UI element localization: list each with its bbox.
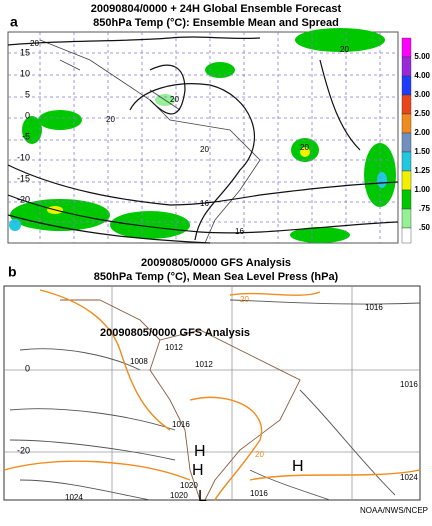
contour-label: 20 [340,45,349,54]
map-grid [8,32,398,243]
lat-label: -10 [17,152,30,162]
pressure-label: 1016 [400,380,418,389]
pressure-label: 1016 [172,420,190,429]
pressure-label: 1008 [130,357,148,366]
colorbar-swatch-empty [401,227,412,244]
colorbar-swatch [401,189,412,210]
colorbar-label: 4.00 [414,71,430,80]
pressure-contours [9,299,421,501]
contour-label: 16 [200,199,209,208]
title-line: 20090805/0000 GFS Analysis [141,257,291,269]
contour-label: 20 [106,115,115,124]
temperature-contours [3,289,421,501]
pressure-label: 1024 [65,493,83,502]
contour-label: 16 [235,227,244,236]
pressure-center: H [194,443,206,460]
contours [7,36,399,244]
colorbar-label: .50 [419,223,431,232]
colorbar-label: 3.00 [414,90,430,99]
contour-label: 20 [170,95,179,104]
lat-label: 0 [25,110,30,120]
colorbar-swatch [401,56,412,77]
colorbar-swatch [401,151,412,172]
lat-label: 10 [20,68,30,78]
colorbar-label: .75 [419,204,431,213]
pressure-label: 1020 [170,491,188,500]
credit: NOAA/NWS/NCEP [360,506,428,515]
pressure-labels: 1016 1012 1012 1008 1016 1016 1020 1020 … [65,303,418,502]
contour-label: 20 [300,143,309,152]
colorbar-label: 2.00 [414,128,430,137]
colorbar-label: 1.25 [414,166,430,175]
pressure-label: 1016 [365,303,383,312]
panel-label: b [8,264,17,280]
pressure-label: 1024 [400,473,418,482]
pressure-label: 1016 [250,489,268,498]
title-line: 850hPa Temp (°C), Mean Sea Level Press (… [94,271,339,283]
pressure-center: H [192,462,204,479]
temp-label: 20 [255,450,264,459]
lat-label: 15 [20,47,30,57]
colorbar: 5.00 4.00 3.00 2.50 2.00 1.50 1.25 1.00 .75 .50 [401,37,431,244]
lat-label: -15 [17,173,30,183]
contour-label: 20 [200,145,209,154]
pressure-label: 1012 [195,360,213,369]
map-frame [3,285,421,501]
colorbar-label: 2.50 [414,109,430,118]
inner-title: 20090805/0000 GFS Analysis [100,327,250,339]
colorbar-swatch [401,132,412,153]
temp-label: 20 [240,295,249,304]
contour-label: 20 [30,39,39,48]
title-line: 20090804/0000 + 24H Global Ensemble Fore… [91,3,342,15]
colorbar-label: 1.00 [414,185,430,194]
pressure-center: L [198,488,207,505]
colorbar-label: 1.50 [414,147,430,156]
colorbar-swatch [401,37,412,58]
lat-label: -5 [22,131,30,141]
colorbar-swatch [401,170,412,191]
colorbar-swatch [401,208,412,229]
colorbar-swatch [401,113,412,134]
colorbar-label: 5.00 [414,52,430,61]
lat-label: 5 [25,89,30,99]
pressure-label: 1012 [165,343,183,352]
lat-label: 0 [25,363,30,373]
coastline [60,299,301,501]
lat-labels: 15 10 5 0 -5 -10 -15 -20 [17,47,30,204]
pressure-label: 1020 [180,481,198,490]
lat-label: -20 [17,445,30,455]
colorbar-swatch [401,94,412,115]
map-grid [4,286,420,500]
pressure-center: H [292,458,304,475]
panel-label: a [10,14,18,30]
title-line: 850hPa Temp (°C): Ensemble Mean and Spre… [93,17,339,29]
lat-labels: 0 -20 [17,363,30,455]
lat-label: -20 [17,194,30,204]
green-areas [9,28,396,243]
colorbar-swatch [401,75,412,96]
